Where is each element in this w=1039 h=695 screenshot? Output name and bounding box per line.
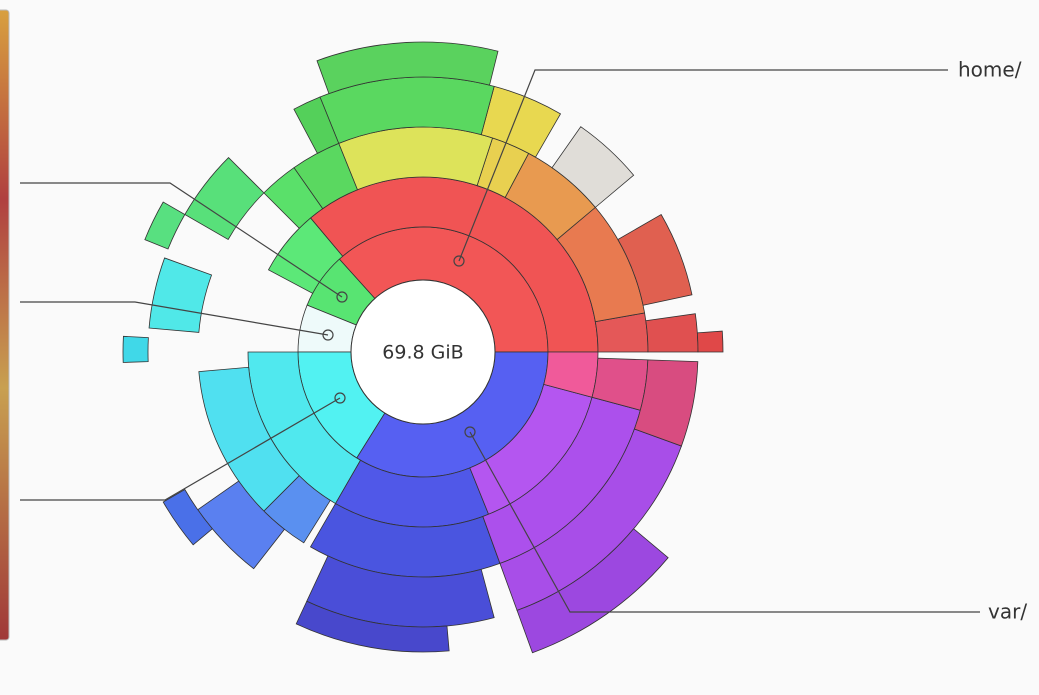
ring-segment[interactable] xyxy=(148,257,213,333)
ring-segment[interactable] xyxy=(197,480,286,570)
callout-dot xyxy=(453,255,465,267)
ring-segment[interactable] xyxy=(633,359,699,447)
total-size: 69.8 GiB xyxy=(382,342,463,364)
callout-line xyxy=(20,397,341,501)
callout-label[interactable]: home/ xyxy=(958,58,1022,82)
ring-segment[interactable] xyxy=(293,96,340,154)
callout-lines xyxy=(20,69,980,613)
callout-dot xyxy=(322,329,334,341)
ring-segment[interactable] xyxy=(645,313,699,353)
ring-segment[interactable] xyxy=(144,201,186,250)
callout-line xyxy=(20,182,343,298)
callout-dot xyxy=(334,392,346,404)
callout-dot xyxy=(336,291,348,303)
callout-line xyxy=(20,301,329,336)
ring-segment[interactable] xyxy=(551,126,635,208)
ring-segment[interactable] xyxy=(184,156,265,241)
ring-segment[interactable] xyxy=(295,600,450,653)
callout-label[interactable]: var/ xyxy=(988,600,1027,624)
center-hole xyxy=(350,279,496,425)
ring-segment[interactable] xyxy=(162,488,213,546)
ring-segment[interactable] xyxy=(263,167,324,229)
ring-segment[interactable] xyxy=(617,213,693,306)
ring-segment[interactable] xyxy=(267,217,344,294)
callout-dot xyxy=(464,426,476,438)
side-panel xyxy=(0,9,10,641)
callout-line xyxy=(469,431,980,613)
callout-line xyxy=(458,69,948,262)
ring-segment[interactable] xyxy=(516,528,669,654)
ring-segment[interactable] xyxy=(696,330,724,353)
ring-segment[interactable] xyxy=(122,335,149,363)
ring-segment[interactable] xyxy=(316,41,499,95)
